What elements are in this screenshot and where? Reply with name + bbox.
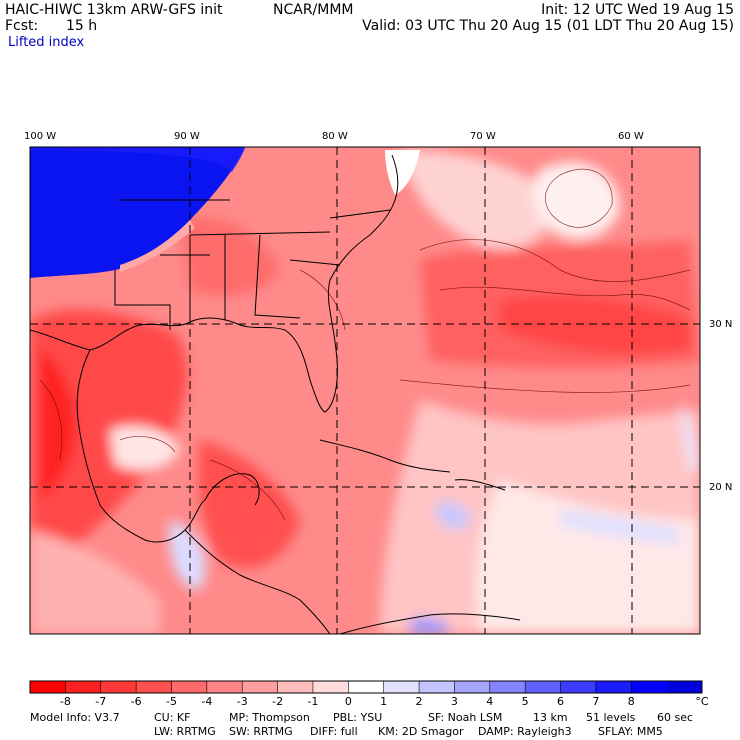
colorbar-label: -3 (236, 695, 248, 708)
footer-damp: DAMP: Rayleigh3 (478, 725, 572, 738)
colorbar-swatch (525, 681, 562, 693)
lon-label-90w: 90 W (174, 131, 200, 142)
colorbar-label: -4 (201, 695, 213, 708)
footer-sf: SF: Noah LSM (428, 711, 503, 724)
colorbar-swatch (100, 681, 137, 693)
colorbar-swatch (242, 681, 279, 693)
footer-levels: 51 levels (586, 711, 636, 724)
colorbar-swatch (348, 681, 385, 693)
colorbar-label: -5 (165, 695, 177, 708)
valid-time: Valid: 03 UTC Thu 20 Aug 15 (01 LDT Thu … (362, 18, 734, 34)
footer-mp: MP: Thompson (229, 711, 310, 724)
footer-timestep: 60 sec (657, 711, 694, 724)
colorbar-unit: °C (695, 695, 709, 708)
colorbar-label: -7 (95, 695, 107, 708)
colorbar-swatch (383, 681, 420, 693)
forecast-label: Fcst: (5, 18, 39, 34)
colorbar-swatch (489, 681, 526, 693)
colorbar-label: 2 (415, 695, 423, 708)
footer-sw: SW: RRTMG (229, 725, 293, 738)
colorbar-swatch (454, 681, 491, 693)
colorbar-label: 8 (627, 695, 635, 708)
field-name: Lifted index (8, 35, 85, 50)
colorbar-swatch (419, 681, 455, 693)
footer-km: KM: 2D Smagor (378, 725, 464, 738)
colorbar-label: 3 (450, 695, 458, 708)
footer-lw: LW: RRTMG (154, 725, 216, 738)
colorbar-label: 0 (344, 695, 352, 708)
colorbar-label: 7 (592, 695, 600, 708)
lon-label-100w: 100 W (24, 131, 57, 142)
model-title: HAIC-HIWC 13km ARW-GFS init (5, 2, 223, 18)
colorbar-label: 5 (521, 695, 529, 708)
footer-diff: DIFF: full (310, 725, 358, 738)
colorbar-border (29, 680, 703, 694)
colorbar-swatch (631, 681, 668, 693)
lon-label-70w: 70 W (470, 131, 496, 142)
footer-resolution: 13 km (533, 711, 568, 724)
contours (39, 168, 691, 521)
colorbar-swatch (312, 681, 349, 693)
lon-label-80w: 80 W (322, 131, 348, 142)
lat-label-20n: 20 N (709, 482, 733, 493)
graticule (30, 147, 700, 634)
colorbar-label: 1 (380, 695, 388, 708)
colorbar-swatch (206, 681, 243, 693)
colorbar-swatch (65, 681, 102, 693)
footer-cu: CU: KF (154, 711, 191, 724)
footer-model-info: Model Info: V3.7 (30, 711, 120, 724)
lat-label-30n: 30 N (709, 319, 733, 330)
init-time: Init: 12 UTC Wed 19 Aug 15 (541, 2, 734, 18)
lon-label-60w: 60 W (618, 131, 644, 142)
colorbar-swatch (560, 681, 597, 693)
footer-sflay: SFLAY: MM5 (598, 725, 663, 738)
forecast-hour: 15 h (66, 18, 98, 34)
map-field (30, 147, 700, 634)
colorbar-swatch (666, 681, 703, 693)
colorbar-label: -2 (272, 695, 284, 708)
colorbar-swatch (171, 681, 208, 693)
org-label: NCAR/MMM (273, 2, 354, 18)
colorbar-swatch (30, 681, 66, 693)
colorbar-swatch (595, 681, 632, 693)
map-frame (29, 146, 701, 635)
colorbar-label: -8 (59, 695, 71, 708)
colorbar-label: 6 (557, 695, 565, 708)
colorbar (29, 680, 703, 694)
colorbar-label: -6 (130, 695, 142, 708)
colorbar-label: 4 (486, 695, 494, 708)
colorbar-label: -1 (307, 695, 319, 708)
footer-pbl: PBL: YSU (333, 711, 383, 724)
colorbar-swatch (136, 681, 172, 693)
colorbar-swatch (277, 681, 314, 693)
